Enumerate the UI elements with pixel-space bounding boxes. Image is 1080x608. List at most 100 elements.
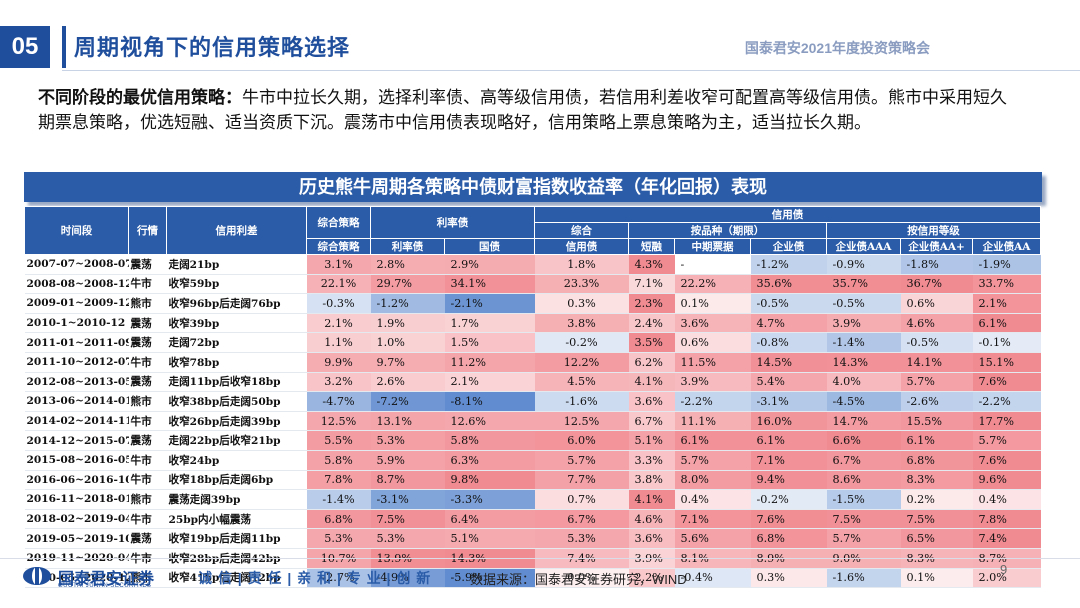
header-by-rating: 按信用等级	[825, 222, 1042, 239]
value-cell: 6.1%	[750, 430, 827, 451]
value-cell: 35.7%	[826, 274, 901, 295]
value-cell: 3.9%	[674, 372, 751, 393]
data-source: 数据来源：国泰君安证券研究，WIND	[470, 572, 687, 587]
value-cell: -1.2%	[370, 293, 445, 314]
value-cell: 34.1%	[444, 274, 535, 295]
value-cell: 6.7%	[628, 411, 675, 432]
subheader-col: 企业债AA+	[900, 238, 973, 255]
table-row: 2014-12~2015-07 震荡 走阔22bp后收窄21bp 5.5% 5.3% 5.…	[24, 430, 1041, 451]
value-cell: 3.1%	[306, 254, 371, 275]
row-spread: 收窄24bp	[166, 450, 307, 471]
value-cell: -1.6%	[826, 568, 901, 589]
row-market: 熊市	[128, 568, 167, 589]
company-name-en: GUOTAI JUNAN SECURITIES	[58, 583, 152, 589]
value-cell: 3.5%	[628, 332, 675, 353]
value-cell: 4.5%	[534, 372, 629, 393]
row-period: 2013-06~2014-01	[24, 391, 129, 412]
value-cell: -0.1%	[972, 332, 1041, 353]
header-by-type: 按品种（期限）	[628, 222, 827, 239]
row-spread: 走阔72bp	[166, 332, 307, 353]
value-cell: 7.7%	[534, 470, 629, 491]
value-cell: 22.2%	[674, 274, 751, 295]
value-cell: -1.2%	[750, 254, 827, 275]
value-cell: 6.7%	[826, 450, 901, 471]
table-row: 2009-01~2009-12 熊市 收窄96bp后走阔76bp -0.3% -1.2%…	[24, 293, 1041, 314]
value-cell: 7.6%	[972, 372, 1041, 393]
footer-divider	[0, 558, 1080, 559]
value-cell: 33.7%	[972, 274, 1041, 295]
value-cell: -0.8%	[750, 332, 827, 353]
page-title: 周期视角下的信用策略选择	[74, 35, 351, 60]
row-period: 2020-05~2020-12	[24, 568, 129, 589]
value-cell: 5.8%	[306, 450, 371, 471]
value-cell: 6.8%	[306, 509, 371, 530]
value-cell: 2.3%	[628, 293, 675, 314]
value-cell: 4.6%	[628, 509, 675, 530]
row-spread: 收窄39bp	[166, 313, 307, 334]
value-cell: 13.1%	[370, 411, 445, 432]
row-period: 2016-06~2016-10	[24, 470, 129, 491]
row-period: 2007-07~2008-07	[24, 254, 129, 275]
value-cell: 7.8%	[306, 470, 371, 491]
value-cell: 6.3%	[444, 450, 535, 471]
table-row: 2011-10~2012-07 牛市 收窄78bp 9.9% 9.7% 11.2% 12.2…	[24, 352, 1041, 373]
row-spread: 震荡走阔39bp	[166, 489, 307, 510]
row-market: 震荡	[128, 332, 167, 353]
value-cell: 2.1%	[444, 372, 535, 393]
value-cell: 11.5%	[674, 352, 751, 373]
value-cell: 22.1%	[306, 274, 371, 295]
value-cell: 4.1%	[628, 489, 675, 510]
value-cell: 1.5%	[444, 332, 535, 353]
row-spread: 收窄78bp	[166, 352, 307, 373]
value-cell: 4.3%	[628, 254, 675, 275]
value-cell: 9.4%	[750, 470, 827, 491]
value-cell: 12.5%	[534, 411, 629, 432]
value-cell: -2.6%	[900, 391, 973, 412]
row-period: 2014-02~2014-11	[24, 411, 129, 432]
value-cell: 0.4%	[674, 489, 751, 510]
header-composite: 综合	[534, 222, 629, 239]
row-period: 2012-08~2013-05	[24, 372, 129, 393]
row-market: 熊市	[128, 293, 167, 314]
value-cell: 3.2%	[306, 372, 371, 393]
value-cell: 4.0%	[826, 372, 901, 393]
value-cell: -2.2%	[972, 391, 1041, 412]
value-cell: 0.7%	[534, 489, 629, 510]
page-number: 9	[1000, 562, 1008, 577]
value-cell: 6.1%	[674, 430, 751, 451]
table-row: 2011-01~2011-09 震荡 走阔72bp 1.1% 1.0% 1.5% -0.2%…	[24, 332, 1041, 353]
header-spread: 信用利差	[166, 206, 307, 255]
company-name: 国泰君安证券	[58, 571, 155, 588]
row-spread: 走阔21bp	[166, 254, 307, 275]
value-cell: 0.6%	[674, 332, 751, 353]
value-cell: 5.6%	[674, 528, 751, 549]
value-cell: 2.1%	[306, 313, 371, 334]
section-number: 05	[0, 26, 50, 68]
value-cell: 2.8%	[370, 254, 445, 275]
value-cell: 0.3%	[534, 293, 629, 314]
subheader-col: 中期票据	[674, 238, 751, 255]
value-cell: 9.7%	[370, 352, 445, 373]
value-cell: 36.7%	[900, 274, 973, 295]
value-cell: 2.4%	[628, 313, 675, 334]
row-market: 熊市	[128, 489, 167, 510]
row-period: 2015-08~2016-05	[24, 450, 129, 471]
value-cell: 29.7%	[370, 274, 445, 295]
value-cell: -0.5%	[750, 293, 827, 314]
value-cell: 1.9%	[370, 313, 445, 334]
value-cell: 3.6%	[628, 528, 675, 549]
value-cell: -2.7%	[306, 568, 371, 589]
value-cell: 4.7%	[750, 313, 827, 334]
header-market: 行情	[128, 206, 167, 255]
value-cell: 7.5%	[826, 509, 901, 530]
header-rate-bond: 利率债	[370, 206, 535, 239]
value-cell: -4.7%	[306, 391, 371, 412]
value-cell: 15.5%	[900, 411, 973, 432]
value-cell: 5.8%	[444, 430, 535, 451]
value-cell: 0.3%	[750, 568, 827, 589]
value-cell: 1.0%	[370, 332, 445, 353]
value-cell: 5.7%	[826, 528, 901, 549]
row-period: 2009-01~2009-12	[24, 293, 129, 314]
row-period: 2016-11~2018-01	[24, 489, 129, 510]
value-cell: -1.4%	[306, 489, 371, 510]
